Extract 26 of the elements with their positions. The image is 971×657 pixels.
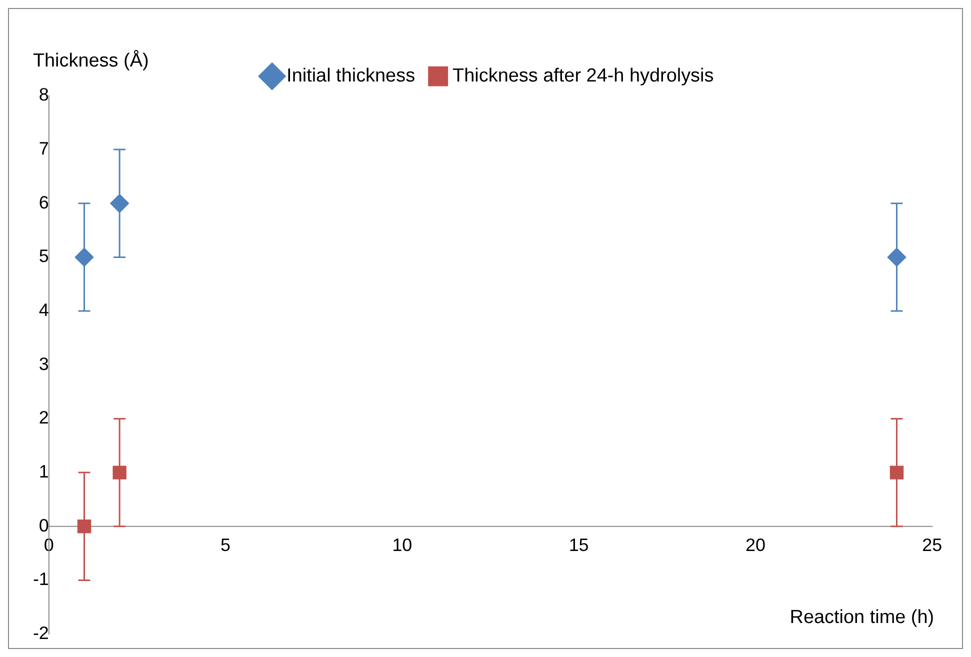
point — [112, 466, 126, 480]
point — [74, 248, 94, 267]
y-tick-label: 2 — [38, 408, 49, 428]
y-tick-label: 1 — [38, 462, 49, 482]
y-tick-label: 4 — [38, 300, 49, 320]
y-tick-label: 0 — [38, 515, 49, 536]
y-tick-label: 5 — [38, 246, 49, 266]
x-tick-label: 20 — [745, 535, 766, 556]
y-tick-label: -1 — [32, 569, 49, 590]
x-tick-label: 10 — [392, 535, 412, 556]
point — [887, 248, 906, 267]
point — [890, 466, 904, 480]
point — [77, 520, 92, 534]
y-tick-label: 7 — [38, 138, 49, 159]
x-axis-title: Reaction time (h) — [790, 607, 934, 628]
point — [110, 194, 130, 213]
x-tick-label: 15 — [568, 535, 589, 556]
legend-label: Thickness after 24-h hydrolysis — [452, 66, 714, 87]
legend-label: Initial thickness — [286, 66, 416, 87]
y-tick-label: 3 — [38, 354, 49, 374]
y-tick-label: -2 — [32, 623, 49, 643]
y-tick-label: 6 — [38, 192, 49, 212]
y-axis-title: Thickness (Å) — [32, 50, 149, 72]
x-tick-label: 5 — [220, 535, 231, 556]
x-tick-label: 25 — [922, 535, 942, 556]
y-tick-label: 8 — [38, 84, 49, 105]
